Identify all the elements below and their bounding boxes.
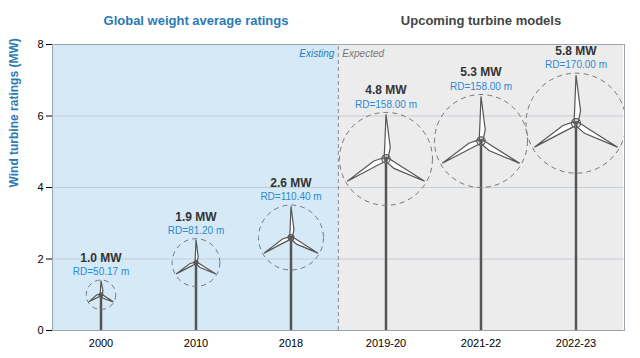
svg-text:1.0 MW: 1.0 MW <box>80 251 122 265</box>
svg-text:RD=170.00 m: RD=170.00 m <box>545 59 607 70</box>
svg-text:RD=158.00 m: RD=158.00 m <box>450 81 512 92</box>
svg-text:RD=50.17 m: RD=50.17 m <box>73 266 129 277</box>
svg-text:4.8 MW: 4.8 MW <box>365 83 407 97</box>
svg-text:Global weight average ratings: Global weight average ratings <box>104 13 289 28</box>
svg-text:Existing: Existing <box>299 48 334 59</box>
svg-text:0: 0 <box>37 324 43 336</box>
svg-text:RD=158.00 m: RD=158.00 m <box>355 99 417 110</box>
svg-text:5.3 MW: 5.3 MW <box>460 65 502 79</box>
svg-text:2000: 2000 <box>89 337 113 349</box>
svg-text:2021-22: 2021-22 <box>461 337 501 349</box>
svg-text:6: 6 <box>37 110 43 122</box>
svg-text:Expected: Expected <box>342 48 384 59</box>
svg-text:1.9 MW: 1.9 MW <box>175 210 217 224</box>
svg-text:5.8 MW: 5.8 MW <box>555 44 597 58</box>
svg-text:8: 8 <box>37 38 43 50</box>
svg-text:2010: 2010 <box>184 337 208 349</box>
svg-text:2.6 MW: 2.6 MW <box>270 176 312 190</box>
svg-text:4: 4 <box>37 181 43 193</box>
svg-text:2018: 2018 <box>279 337 303 349</box>
svg-text:2: 2 <box>37 253 43 265</box>
svg-text:RD=81.20 m: RD=81.20 m <box>168 225 224 236</box>
svg-text:2019-20: 2019-20 <box>366 337 406 349</box>
svg-text:2022-23: 2022-23 <box>556 337 596 349</box>
svg-text:Wind turbine ratings (MW): Wind turbine ratings (MW) <box>7 38 21 187</box>
svg-text:Upcoming turbine models: Upcoming turbine models <box>401 13 561 28</box>
svg-text:RD=110.40 m: RD=110.40 m <box>260 191 321 202</box>
